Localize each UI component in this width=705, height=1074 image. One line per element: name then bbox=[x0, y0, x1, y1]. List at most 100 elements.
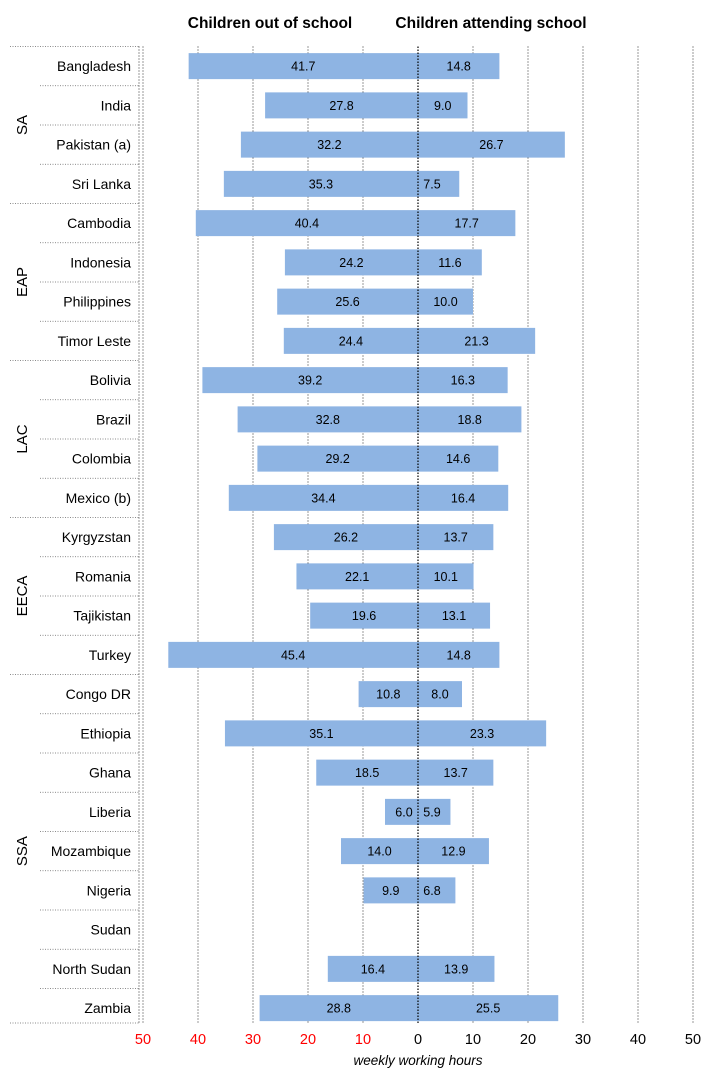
bar-out-of-school bbox=[277, 288, 418, 315]
bar-out-of-school bbox=[188, 53, 418, 80]
x-tick-label: 40 bbox=[630, 1032, 646, 1048]
value-label-attending: 18.8 bbox=[458, 413, 482, 427]
value-label-attending: 5.9 bbox=[423, 805, 440, 819]
bar-attending-school bbox=[418, 995, 559, 1022]
bar-out-of-school bbox=[259, 995, 418, 1022]
country-label: Brazil bbox=[96, 411, 131, 427]
bar-attending-school bbox=[418, 53, 500, 80]
country-label: Congo DR bbox=[66, 686, 131, 702]
value-label-out: 16.4 bbox=[361, 962, 385, 976]
x-tick-label: 50 bbox=[135, 1032, 151, 1048]
bar-out-of-school bbox=[195, 210, 418, 237]
value-label-out: 18.5 bbox=[355, 766, 379, 780]
country-label: Sudan bbox=[91, 922, 131, 938]
value-label-attending: 14.8 bbox=[447, 60, 471, 74]
bar-out-of-school bbox=[296, 563, 418, 590]
country-label: Philippines bbox=[63, 294, 131, 310]
region-label: EAP bbox=[14, 267, 31, 297]
bar-attending-school bbox=[418, 524, 494, 551]
country-label: Mexico (b) bbox=[66, 490, 131, 506]
bar-out-of-school bbox=[358, 681, 418, 708]
value-label-out: 29.2 bbox=[326, 452, 350, 466]
value-label-out: 35.3 bbox=[309, 177, 333, 191]
x-tick-label: 10 bbox=[355, 1032, 371, 1048]
value-label-out: 32.2 bbox=[317, 138, 341, 152]
region-label: LAC bbox=[14, 424, 31, 453]
value-label-attending: 13.7 bbox=[444, 766, 468, 780]
value-label-out: 35.1 bbox=[309, 727, 333, 741]
value-label-out: 39.2 bbox=[298, 374, 322, 388]
bar-attending-school bbox=[418, 210, 516, 237]
x-axis-label: weekly working hours bbox=[353, 1053, 482, 1068]
bar-attending-school bbox=[418, 798, 451, 825]
x-tick-label: 50 bbox=[685, 1032, 701, 1048]
bar-attending-school bbox=[418, 131, 565, 158]
value-label-out: 14.0 bbox=[367, 845, 391, 859]
country-label: Mozambique bbox=[51, 843, 131, 859]
value-label-out: 9.9 bbox=[382, 884, 399, 898]
value-label-attending: 11.6 bbox=[438, 256, 461, 270]
value-label-attending: 14.6 bbox=[446, 452, 470, 466]
x-tick-label: 30 bbox=[575, 1032, 591, 1048]
value-label-out: 41.7 bbox=[291, 60, 315, 74]
value-label-attending: 13.7 bbox=[444, 531, 468, 545]
country-label: Colombia bbox=[72, 451, 131, 467]
country-label: Tajikistan bbox=[73, 608, 131, 624]
value-label-attending: 13.9 bbox=[444, 962, 468, 976]
bar-out-of-school bbox=[327, 955, 418, 982]
bar-attending-school bbox=[418, 92, 468, 119]
bar-out-of-school bbox=[228, 484, 418, 511]
country-label: Romania bbox=[75, 568, 131, 584]
bar-out-of-school bbox=[168, 641, 418, 668]
value-label-attending: 16.3 bbox=[451, 374, 475, 388]
value-label-attending: 7.5 bbox=[423, 177, 440, 191]
bar-attending-school bbox=[418, 406, 522, 433]
bar-out-of-school bbox=[283, 327, 418, 354]
bar-attending-school bbox=[418, 563, 474, 590]
country-label: Turkey bbox=[89, 647, 131, 663]
bar-attending-school bbox=[418, 877, 456, 904]
country-label: India bbox=[101, 97, 132, 113]
value-label-attending: 21.3 bbox=[464, 334, 488, 348]
country-label: Liberia bbox=[89, 804, 131, 820]
value-label-attending: 12.9 bbox=[441, 845, 465, 859]
bar-attending-school bbox=[418, 170, 460, 197]
row-separators bbox=[10, 46, 139, 1024]
x-tick-label: 40 bbox=[190, 1032, 206, 1048]
value-label-attending: 26.7 bbox=[479, 138, 503, 152]
value-label-out: 28.8 bbox=[327, 1002, 351, 1016]
x-tick-label: 10 bbox=[465, 1032, 481, 1048]
value-label-out: 6.0 bbox=[395, 805, 412, 819]
country-label: Pakistan (a) bbox=[56, 137, 131, 153]
country-label: Timor Leste bbox=[58, 333, 132, 349]
country-label: Nigeria bbox=[87, 882, 132, 898]
bar-attending-school bbox=[418, 759, 494, 786]
value-label-attending: 13.1 bbox=[442, 609, 466, 623]
bar-attending-school bbox=[418, 681, 462, 708]
bar-attending-school bbox=[418, 641, 500, 668]
value-label-attending: 25.5 bbox=[476, 1002, 500, 1016]
bar-out-of-school bbox=[240, 131, 418, 158]
x-axis-ticks: 50 40 30 20 10 0 10 20 30 40 50 bbox=[135, 1032, 701, 1048]
bar-attending-school bbox=[418, 288, 473, 315]
bar-out-of-school bbox=[265, 92, 418, 119]
region-label: SA bbox=[14, 115, 31, 135]
value-label-out: 32.8 bbox=[316, 413, 340, 427]
header-attending-school: Children attending school bbox=[395, 15, 586, 32]
country-label: Cambodia bbox=[67, 215, 131, 231]
value-label-attending: 10.0 bbox=[433, 295, 457, 309]
country-label: Indonesia bbox=[70, 254, 131, 270]
value-label-attending: 17.7 bbox=[455, 217, 479, 231]
bar-out-of-school bbox=[310, 602, 418, 629]
labels: Bangladesh 41.7 14.8 India 27.8 9.0 Pakistan (… bbox=[14, 58, 504, 1016]
header-out-of-school: Children out of school bbox=[188, 15, 352, 32]
region-label: EECA bbox=[14, 576, 31, 617]
country-label: North Sudan bbox=[52, 961, 131, 977]
bar-out-of-school bbox=[202, 367, 418, 394]
bar-attending-school bbox=[418, 327, 536, 354]
value-label-attending: 6.8 bbox=[423, 884, 440, 898]
bar-attending-school bbox=[418, 955, 495, 982]
value-label-out: 45.4 bbox=[281, 648, 305, 662]
x-tick-label: 20 bbox=[520, 1032, 536, 1048]
value-label-attending: 10.1 bbox=[434, 570, 458, 584]
